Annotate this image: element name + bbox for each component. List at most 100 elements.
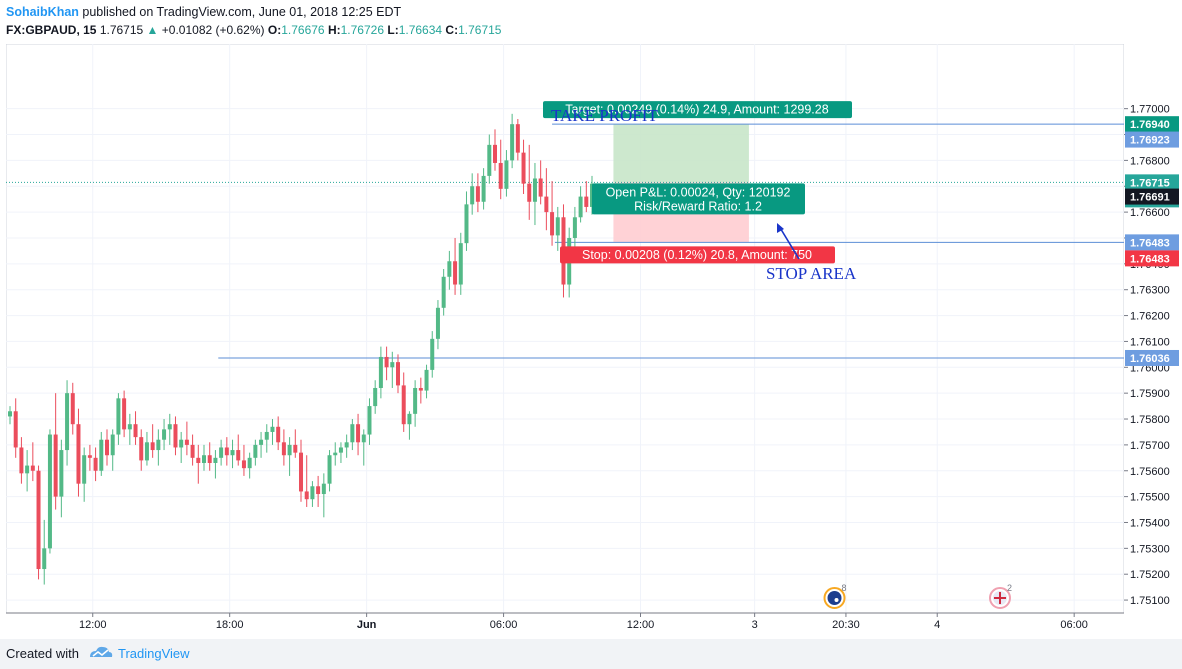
- stop-price-label[interactable]: 1.76483: [1130, 253, 1170, 265]
- candle: [162, 419, 167, 451]
- candle-body: [367, 406, 372, 435]
- candle-body: [498, 162, 503, 189]
- x-tick-label: 06:00: [1060, 619, 1088, 631]
- last-price-label[interactable]: 1.76715: [1130, 177, 1170, 189]
- stop-badge[interactable]: [560, 246, 835, 264]
- candle-body: [270, 426, 275, 432]
- candle: [481, 168, 486, 210]
- candle-body: [99, 439, 104, 471]
- flag-fill: [827, 591, 842, 605]
- price-chart[interactable]: Target: 0.00249 (0.14%) 24.9, Amount: 12…: [6, 44, 1182, 639]
- candle: [310, 481, 315, 507]
- position-overlay[interactable]: Target: 0.00249 (0.14%) 24.9, Amount: 12…: [543, 101, 852, 264]
- candle: [510, 113, 515, 169]
- x-tick-label: Jun: [357, 619, 377, 631]
- pnl-text: Open P&L: 0.00024, Qty: 120192: [606, 185, 791, 199]
- candle: [373, 380, 378, 414]
- y-tick-label: 1.75800: [1130, 414, 1170, 426]
- candle-body: [344, 442, 349, 448]
- candle: [247, 452, 252, 479]
- author-name[interactable]: SohaibKhan: [6, 5, 79, 19]
- candle-body: [276, 426, 281, 443]
- target-line-price-label[interactable]: 1.76923: [1130, 135, 1170, 147]
- candle-body: [76, 424, 81, 484]
- candle-body: [475, 186, 480, 202]
- last-price: 1.76715: [99, 23, 144, 37]
- candle-body: [70, 393, 75, 425]
- event-marker[interactable]: 2: [988, 583, 1012, 609]
- stop-area-arrowhead: [777, 223, 784, 233]
- candle-body: [47, 434, 52, 549]
- candle-body: [532, 178, 537, 202]
- candle-body: [184, 439, 189, 445]
- candle-body: [299, 452, 304, 492]
- event-marker[interactable]: 8: [823, 583, 847, 609]
- candle: [93, 447, 98, 482]
- tradingview-logo-icon[interactable]: [88, 643, 114, 663]
- candle-body: [247, 457, 252, 469]
- support-price-label[interactable]: 1.76036: [1130, 353, 1170, 365]
- candle: [435, 300, 440, 350]
- crosshair-price-label[interactable]: 1.76691: [1130, 192, 1170, 204]
- candle: [19, 437, 24, 484]
- candle-body: [384, 356, 389, 368]
- candle-body: [555, 217, 560, 236]
- candle-body: [321, 483, 326, 495]
- symbol-label[interactable]: FX:GBPAUD, 15: [6, 23, 97, 37]
- stop-text: Stop: 0.00208 (0.12%) 20.8, Amount: 750: [582, 248, 812, 262]
- candle: [184, 421, 189, 456]
- candle-body: [527, 183, 532, 202]
- price-axis[interactable]: 1.770001.769001.768001.767001.766001.765…: [1124, 44, 1182, 613]
- candle-body: [401, 385, 406, 425]
- candle: [544, 168, 549, 231]
- close-label: C:: [445, 23, 459, 37]
- candle: [475, 173, 480, 213]
- y-tick-label: 1.76800: [1130, 155, 1170, 167]
- stop-area-arrow: [778, 225, 800, 260]
- candle: [356, 413, 361, 456]
- candle-body: [202, 455, 207, 463]
- candle: [470, 173, 475, 215]
- candle: [498, 139, 503, 200]
- target-price-label[interactable]: 1.76940: [1130, 119, 1170, 131]
- candle-body: [515, 124, 520, 153]
- candle: [87, 444, 92, 471]
- candle: [167, 413, 172, 445]
- candle: [30, 442, 35, 482]
- candle: [338, 442, 343, 463]
- candle: [264, 424, 269, 453]
- candle: [430, 331, 435, 378]
- candle: [144, 431, 149, 466]
- candle-body: [65, 393, 70, 451]
- pnl-badge[interactable]: [592, 183, 805, 215]
- stop-area-annotation: STOP AREA: [766, 264, 857, 283]
- candle-body: [25, 465, 30, 474]
- candle: [13, 398, 18, 458]
- candle-body: [196, 457, 201, 463]
- y-tick-label: 1.75500: [1130, 492, 1170, 504]
- candle: [361, 429, 366, 466]
- candle-body: [373, 387, 378, 407]
- stop-price-label-bg: [1125, 250, 1179, 267]
- candle-body: [458, 243, 463, 285]
- candle: [179, 431, 184, 463]
- candle: [378, 346, 383, 399]
- candle: [304, 455, 309, 507]
- support-price-label-bg: [1125, 349, 1179, 366]
- close-value: 1.76715: [458, 23, 502, 37]
- stop-line-price-label[interactable]: 1.76483: [1130, 237, 1170, 249]
- target-badge[interactable]: [543, 101, 852, 119]
- y-tick-label: 1.76600: [1130, 207, 1170, 219]
- candle-body: [327, 455, 332, 484]
- candle: [70, 382, 75, 435]
- candle-body: [82, 455, 87, 484]
- chart-area[interactable]: Target: 0.00249 (0.14%) 24.9, Amount: 12…: [6, 44, 1182, 639]
- candle-body: [378, 356, 383, 388]
- time-axis[interactable]: 12:00 18:00 Jun 06:00 12:00 3 20:30 4 06:00: [6, 612, 1182, 639]
- candle-body: [304, 491, 309, 500]
- candle-body: [361, 434, 366, 443]
- candle: [202, 444, 207, 471]
- candle-body: [144, 442, 149, 461]
- tradingview-brand[interactable]: TradingView: [118, 646, 190, 661]
